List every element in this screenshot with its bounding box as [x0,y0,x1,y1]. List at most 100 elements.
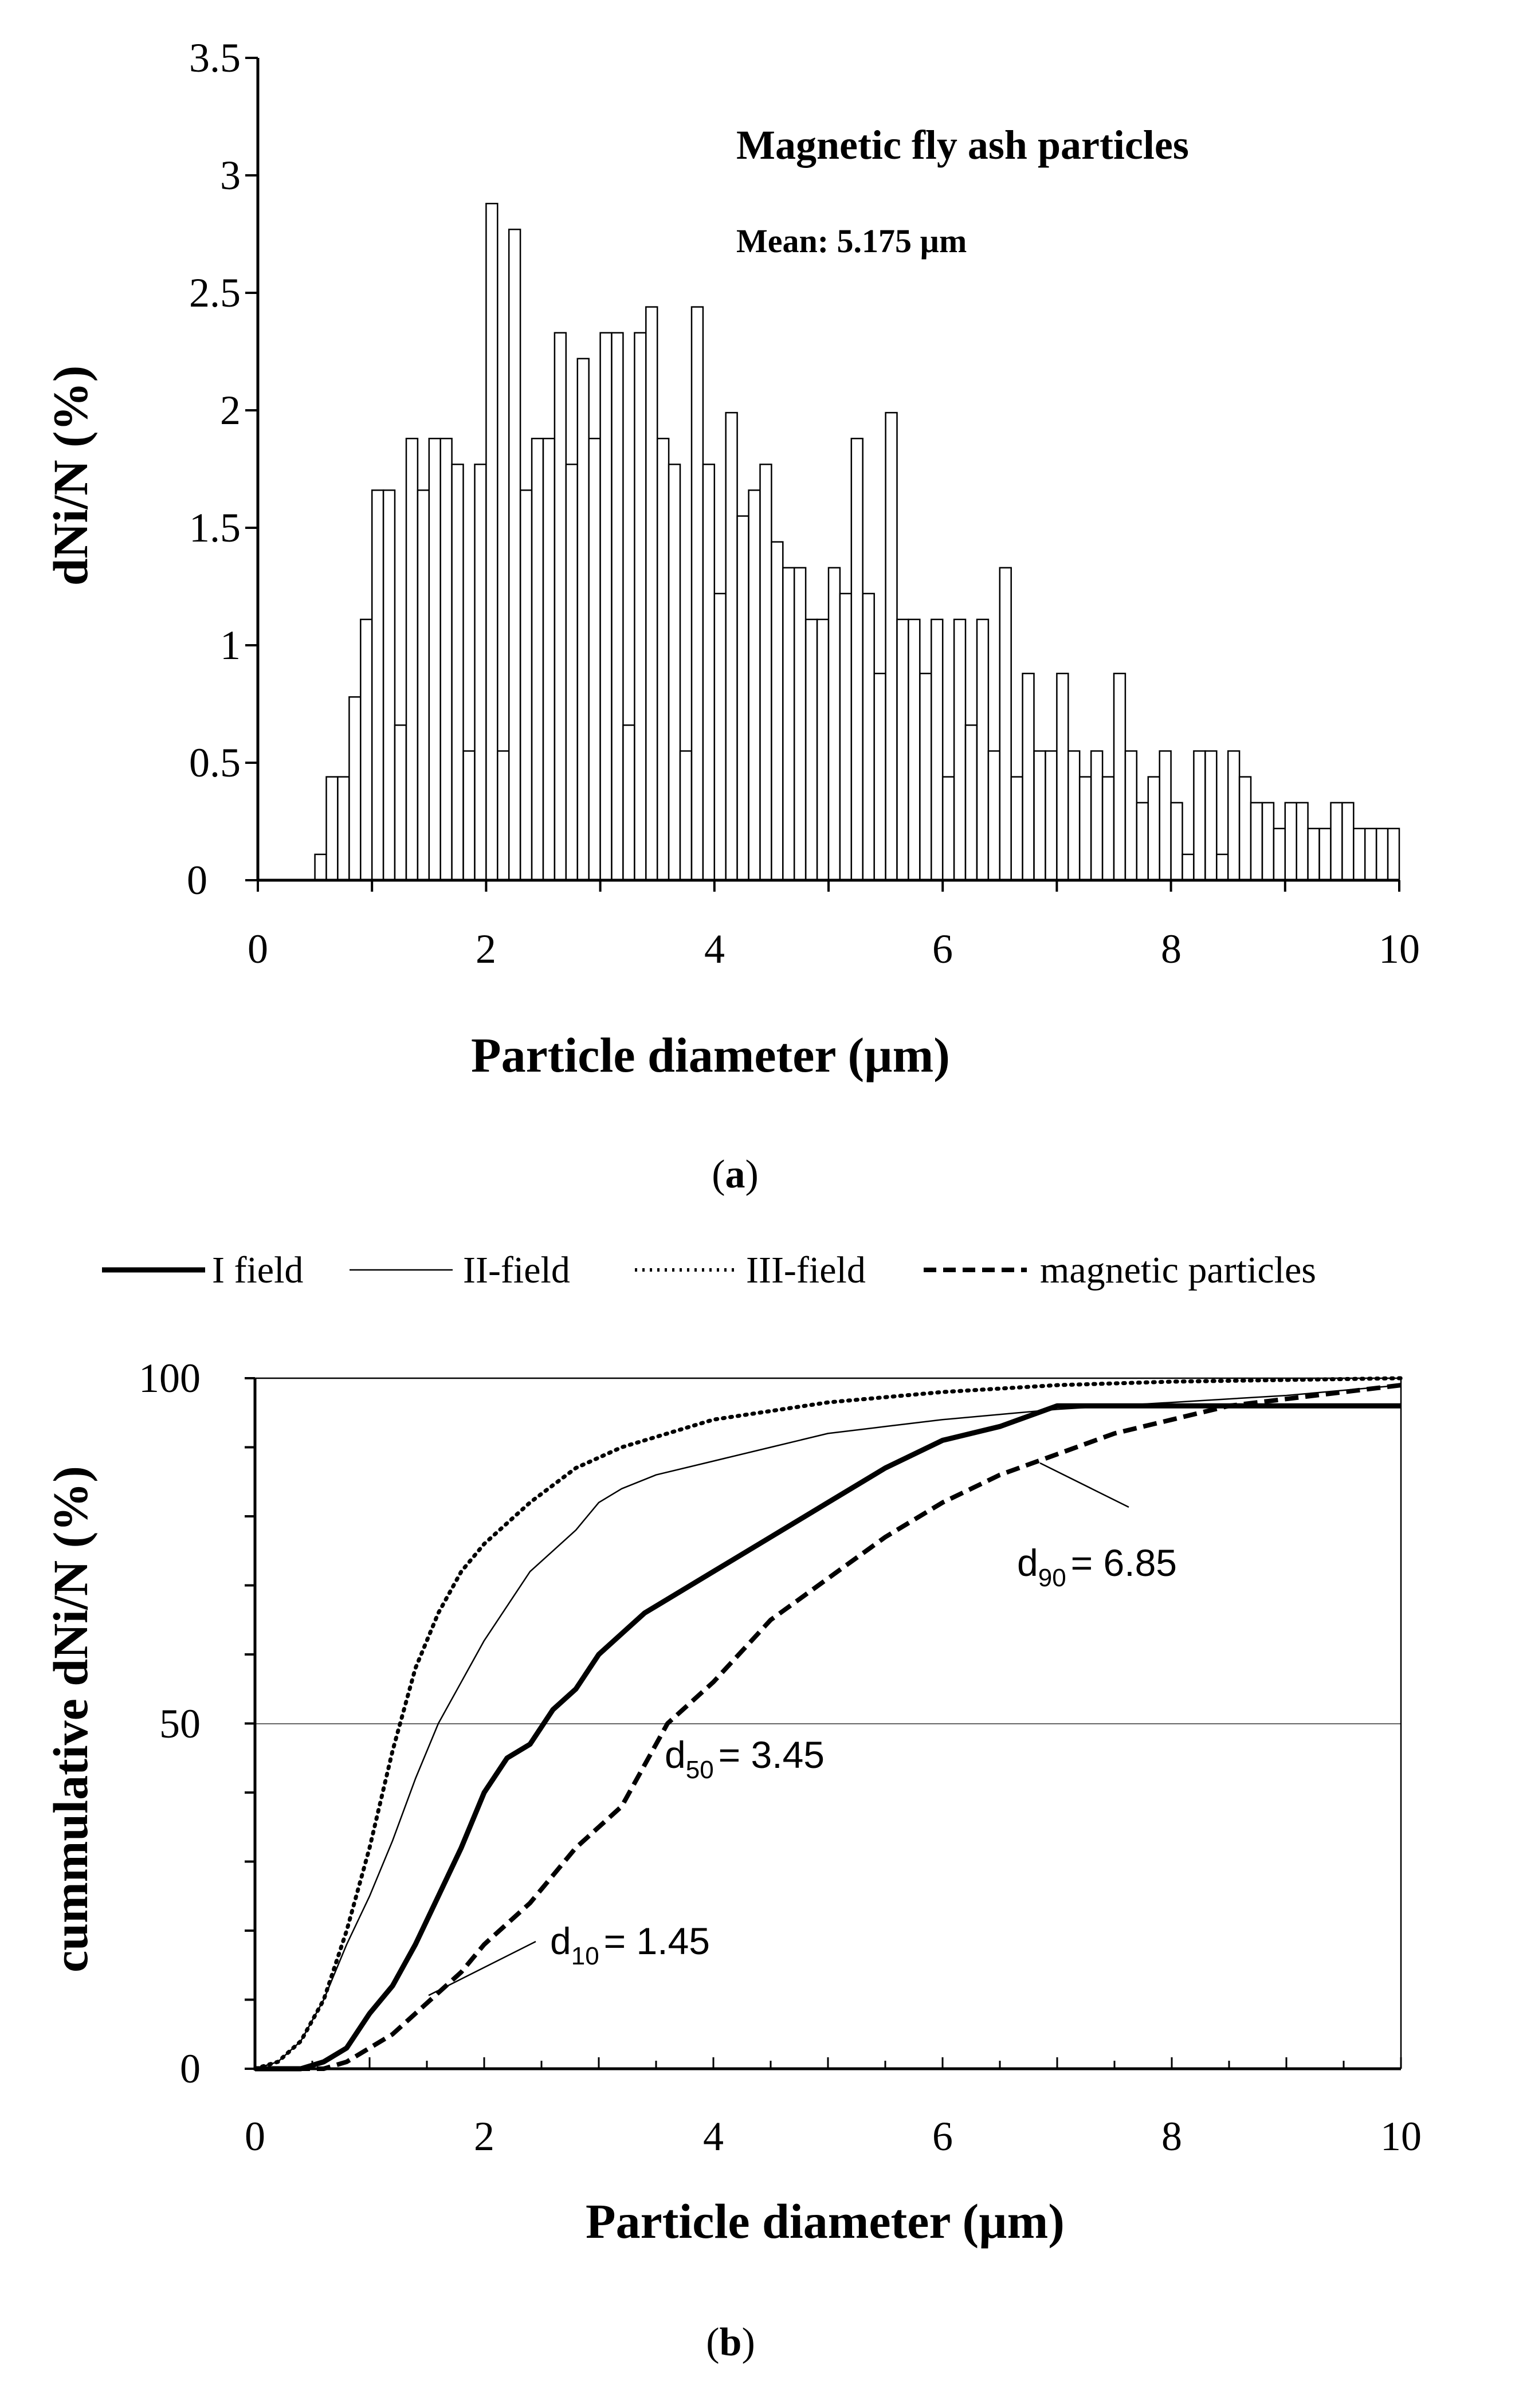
histogram-bar [1273,827,1286,881]
histogram-bar [531,437,544,881]
histogram-bar [439,437,453,881]
a-x-tick-label-4: 4 [704,926,725,972]
a-y-tick-label-3: 3 [220,152,241,198]
histogram-bar [1353,827,1366,881]
histogram-bar [1318,827,1332,881]
legend-label-ii-field: II-field [463,1249,570,1291]
legend: I field II-field III-field magnetic part… [102,1249,1316,1291]
histogram-bar [771,541,784,881]
histogram-bar [1170,802,1183,881]
histogram-bar [1227,750,1241,881]
annotation-d10: d10 = 1.45 [550,1920,710,1970]
histogram-bars [314,202,1400,881]
histogram-bar [1284,802,1297,881]
annotation-d90-leader [1039,1462,1129,1508]
histogram-bar [941,776,955,881]
histogram-bar [622,724,635,881]
a-chart-subtitle: Mean: 5.175 µm [736,222,967,260]
histogram-bar [611,332,624,881]
histogram-bar [485,202,499,881]
histogram-bar [1193,750,1206,881]
histogram-bar [702,464,716,881]
b-x-tick-label-6: 6 [932,2113,953,2159]
b-y-tick-label-100: 100 [139,1355,201,1401]
legend-label-magnetic-particles: magnetic particles [1040,1249,1316,1291]
histogram-bar [793,567,807,881]
histogram-bar [451,464,464,881]
a-y-tick-label-0.5: 0.5 [189,740,241,786]
b-x-tick-label-4: 4 [703,2113,724,2159]
histogram-bar [736,515,749,881]
histogram-bar [428,437,441,881]
annotation-d50-value: = 3.45 [719,1734,825,1776]
a-chart-title: Magnetic fly ash particles [736,122,1189,168]
annotation-d90-subscript: 90 [1038,1564,1066,1592]
histogram-bar [405,437,419,881]
histogram-bar [1124,750,1138,881]
histogram-bar [896,618,909,881]
histogram-bar [371,489,384,881]
histogram-bar [908,618,921,881]
histogram-bar [1375,827,1389,881]
histogram-bar [1113,672,1127,881]
b-x-axis-title: Particle diameter (µm) [586,2194,1065,2249]
a-x-tick-label-10: 10 [1379,926,1420,972]
histogram-bar [804,618,818,881]
a-y-tick-label-1: 1 [220,622,241,668]
histogram-bar [748,489,761,881]
histogram-bar [1204,750,1218,881]
histogram-bar [462,750,476,881]
panel-label-a-letter: a [725,1152,745,1197]
a-x-tick-label-2: 2 [476,926,496,972]
histogram-bar [337,776,350,881]
histogram-bar [827,567,841,881]
histogram-bar [1250,802,1263,881]
a-x-tick-label-0: 0 [248,926,268,972]
a-ticks [245,57,1400,892]
a-y-axis-title: dNi/N (%) [43,366,98,586]
histogram-bar [1387,827,1400,881]
histogram-bar [565,464,578,881]
a-y-tick-label-1.5: 1.5 [189,505,241,551]
histogram-bar [1045,750,1058,881]
annotation-d10-subscript: 10 [571,1942,599,1970]
histogram-bar [576,358,590,881]
histogram-panel: 0 0.5 1 1.5 2 2.5 3 3.5 0 2 4 6 8 10 Par… [43,35,1420,1197]
histogram-bar [1330,802,1343,881]
histogram-bar [1216,853,1229,881]
curve-ii-field [254,1384,1402,2070]
a-y-tick-label-3.5: 3.5 [189,35,241,81]
b-x-tick-label-8: 8 [1161,2113,1182,2159]
a-x-tick-label-8: 8 [1161,926,1182,972]
histogram-bar [976,618,990,881]
annotation-d10-value: = 1.45 [604,1920,710,1962]
b-y-tick-label-0: 0 [180,2046,201,2092]
histogram-bar [634,332,647,881]
histogram-bar [348,696,362,881]
histogram-bar [1090,750,1104,881]
histogram-bar [1101,776,1115,881]
histogram-bar [554,332,567,881]
histogram-bar [588,437,601,881]
histogram-bar [1238,776,1252,881]
histogram-bar [474,464,487,881]
histogram-bar [1261,802,1275,881]
b-x-tick-label-10: 10 [1380,2113,1422,2159]
annotation-d90-value: = 6.85 [1071,1542,1177,1584]
histogram-bar [382,489,396,881]
histogram-bar [999,567,1012,881]
annotation-d90-label: d [1017,1542,1038,1584]
annotation-d50-subscript: 50 [686,1756,714,1784]
curve-iii-field [253,1376,1403,2071]
histogram-bar [1341,802,1355,881]
histogram-bar [645,306,658,881]
histogram-bar [873,672,886,881]
histogram-bar [497,750,510,881]
a-x-tick-label-6: 6 [932,926,953,972]
histogram-bar [816,618,830,881]
cumulative-panel: I field II-field III-field magnetic part… [43,1249,1422,2364]
histogram-bar [1364,827,1377,881]
histogram-bar [850,437,863,881]
histogram-bar [1136,802,1149,881]
